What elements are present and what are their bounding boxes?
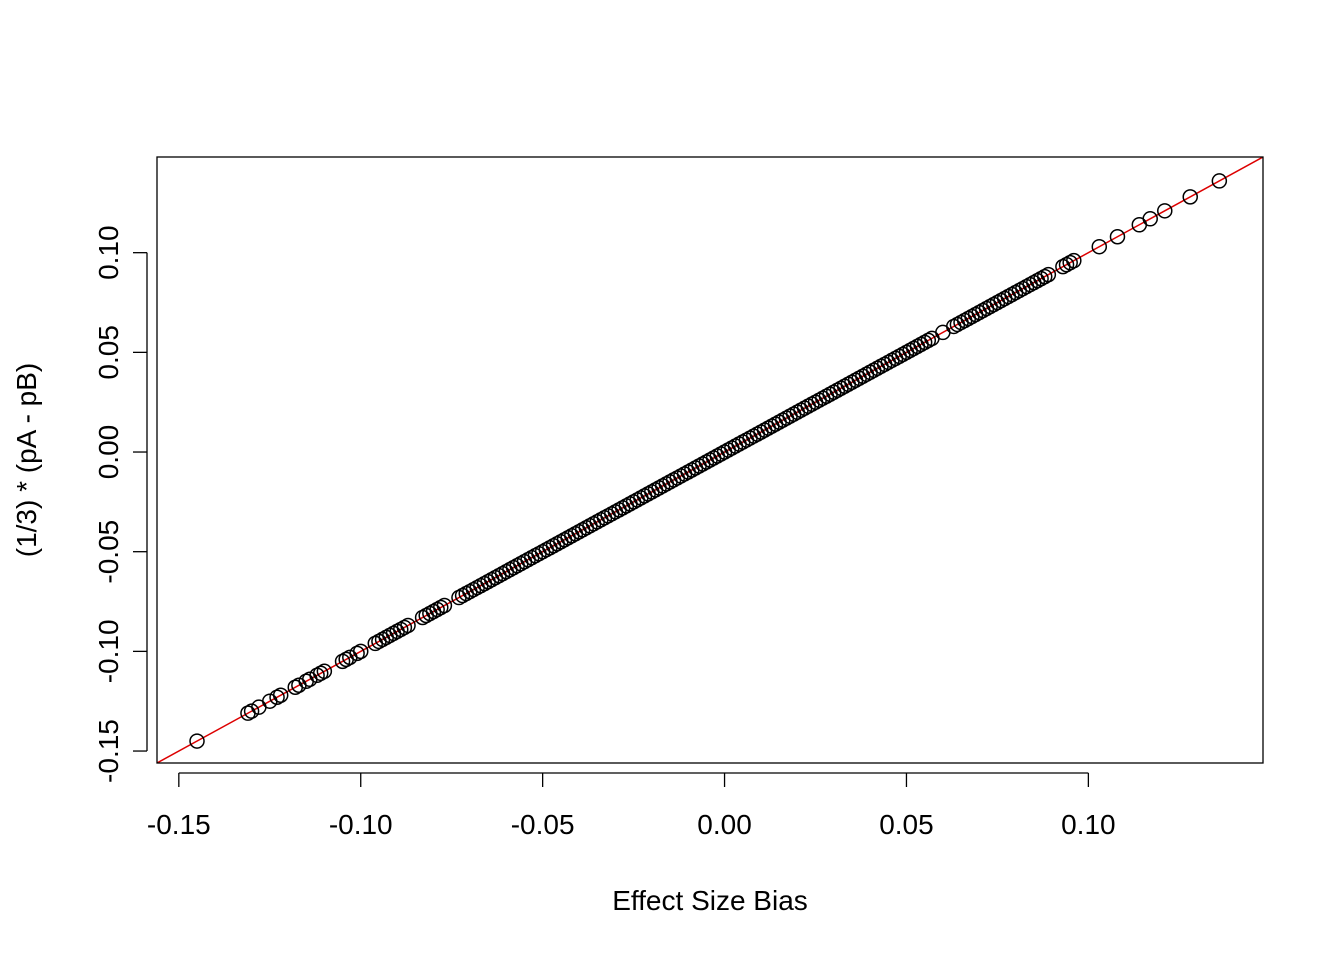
data-point [1062,254,1078,271]
x-tick-label: 0.05 [879,809,934,840]
data-point [316,663,333,680]
data-point [1182,189,1198,205]
y-tick-label: 0.00 [93,425,124,480]
data-point [1036,268,1053,285]
data-point [269,689,285,705]
data-point [916,334,933,351]
data-point [1066,252,1082,269]
y-tick-label: -0.05 [93,520,124,584]
x-axis: -0.15 -0.10 -0.05 0.00 0.05 0.10 [147,772,1116,840]
data-point [433,599,449,616]
y-tick-label: 0.05 [93,325,124,380]
data-point [429,601,445,618]
data-point [1033,270,1049,287]
data-point [189,733,205,749]
reference-line-layer [157,157,1263,763]
y-tick-label: -0.15 [93,719,124,783]
x-axis-label: Effect Size Bias [612,885,808,916]
x-tick-label: 0.10 [1061,809,1116,840]
y-axis: -0.15 -0.10 -0.05 0.00 0.05 0.10 [93,225,148,783]
data-points-layer [189,173,1228,749]
y-axis-label: (1/3) * (pA - pB) [11,363,42,558]
data-point [400,617,416,634]
x-tick-label: 0.00 [697,809,752,840]
data-point [352,643,369,660]
identity-reference-line [157,157,1263,763]
y-tick-label: -0.10 [93,619,124,683]
x-tick-label: -0.15 [147,809,211,840]
data-point [1157,203,1173,219]
data-point [1058,256,1075,273]
data-point [1109,228,1126,245]
data-point [349,645,365,662]
data-point [920,332,937,349]
y-tick-label: 0.10 [93,225,124,280]
data-point [1091,238,1108,255]
x-tick-label: -0.10 [329,809,393,840]
x-tick-label: -0.05 [511,809,575,840]
data-point [1211,173,1228,189]
data-point [272,687,289,703]
data-point [312,665,329,682]
data-point [1142,211,1158,227]
data-point [396,619,413,636]
data-point [1040,266,1057,283]
plot-frame [156,156,1264,764]
data-point [393,621,409,638]
data-point [309,667,325,684]
data-point [243,703,260,719]
data-point [334,653,351,670]
data-point [436,597,453,614]
